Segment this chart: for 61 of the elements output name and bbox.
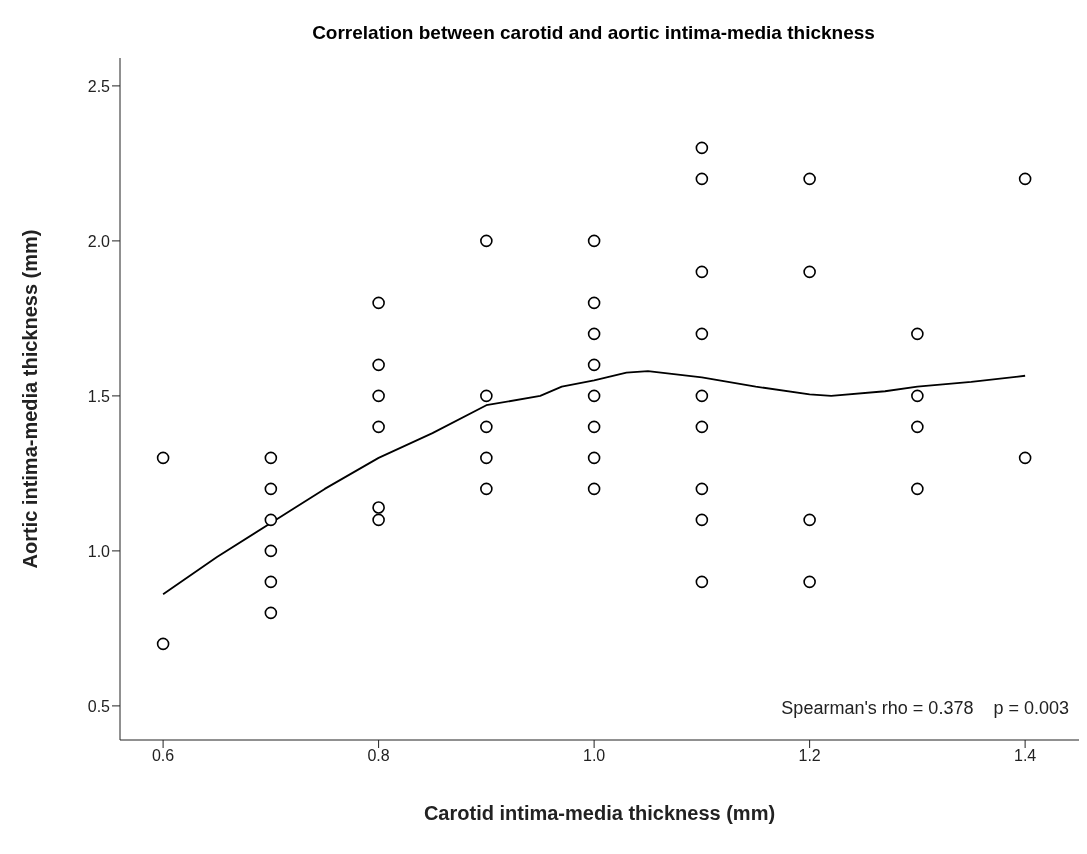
point: [587, 420, 601, 434]
y-tick-label: 1.0: [87, 542, 111, 560]
point: [695, 265, 709, 279]
point: [1018, 451, 1032, 465]
point: [587, 482, 601, 496]
point: [264, 544, 278, 558]
x-tick-label: 1.4: [1014, 747, 1037, 765]
point: [803, 513, 816, 527]
point: [911, 482, 924, 496]
x-tick-label: 0.8: [367, 747, 390, 765]
point: [264, 575, 278, 589]
point: [372, 420, 385, 434]
x-tick-label: 1.0: [582, 747, 606, 765]
point: [587, 389, 601, 403]
x-tick-label: 1.2: [798, 747, 821, 765]
point: [695, 327, 709, 341]
point: [264, 482, 278, 496]
point: [695, 420, 709, 434]
point: [695, 482, 709, 496]
point: [264, 451, 278, 465]
point: [587, 234, 601, 248]
point: [156, 637, 170, 651]
y-tick-label: 2.0: [87, 232, 111, 250]
y-tick-label: 0.5: [87, 697, 111, 715]
point: [372, 513, 385, 527]
y-tick-label: 1.5: [87, 387, 111, 405]
point: [480, 389, 493, 403]
point: [587, 358, 601, 372]
point: [372, 501, 385, 514]
point: [695, 575, 709, 589]
point: [911, 389, 924, 403]
point: [803, 265, 816, 279]
x-tick-label: 0.6: [151, 747, 175, 765]
point: [911, 420, 924, 434]
point: [156, 451, 170, 465]
point: [264, 513, 278, 527]
point: [1018, 172, 1032, 186]
point: [372, 358, 385, 372]
point: [480, 451, 493, 465]
point: [695, 389, 709, 403]
point: [695, 141, 709, 155]
point: [480, 234, 493, 248]
point: [803, 575, 816, 589]
point: [480, 420, 493, 434]
point: [695, 172, 709, 186]
y-axis-title: Aortic intima-media thickness (mm): [19, 229, 42, 569]
point: [264, 606, 278, 620]
point: [587, 296, 601, 310]
point: [587, 451, 601, 465]
point: [587, 327, 601, 341]
y-tick-label: 2.5: [87, 77, 111, 95]
chart-title: Correlation between carotid and aortic intima-media thickness: [311, 21, 876, 45]
point: [911, 327, 924, 341]
x-axis-title: Carotid intima-media thickness (mm): [423, 802, 776, 824]
line-series: [162, 370, 1027, 596]
point: [480, 482, 493, 496]
point: [695, 513, 709, 527]
annotation: Spearman's rho = 0.378 p = 0.003: [781, 698, 1069, 719]
point: [372, 296, 385, 310]
point: [372, 389, 385, 403]
point: [803, 172, 816, 186]
